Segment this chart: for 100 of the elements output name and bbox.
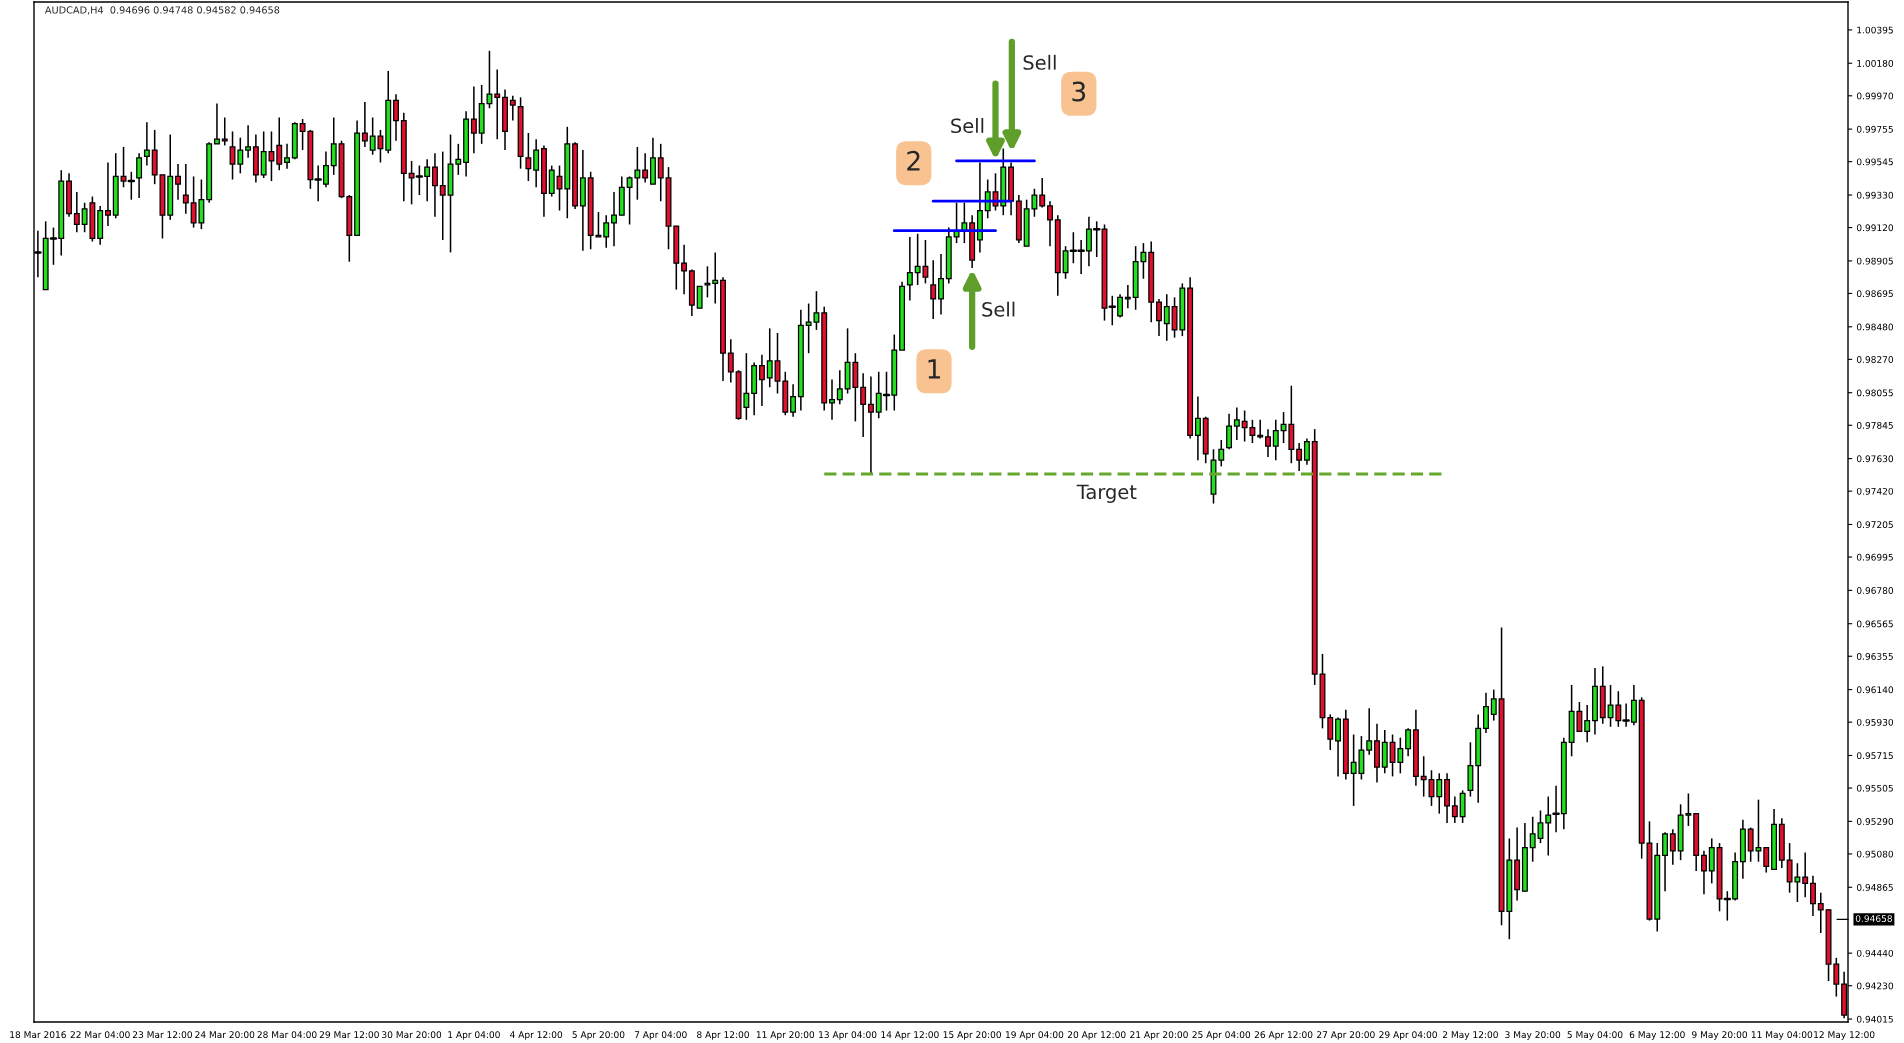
y-tick-label: 0.95080	[1856, 850, 1894, 858]
candlestick	[284, 143, 290, 170]
x-tick-label: 23 Mar 12:00	[132, 1031, 192, 1039]
x-tick-label: 20 Apr 12:00	[1067, 1031, 1126, 1040]
x-tick-label: 24 Mar 20:00	[195, 1031, 255, 1039]
candlestick	[136, 152, 143, 199]
annotation: Sell	[982, 301, 1015, 317]
candlestick	[1233, 406, 1240, 441]
candlestick	[1335, 716, 1342, 778]
x-tick-label: 22 Mar 04:00	[70, 1031, 130, 1039]
x-tick-label: 3 May 20:00	[1505, 1031, 1561, 1040]
candlestick	[860, 372, 867, 438]
x-tick-label: 4 Apr 12:00	[510, 1031, 563, 1040]
candlestick	[509, 95, 516, 122]
candlestick	[1451, 795, 1458, 824]
y-tick-label: 0.98480	[1856, 323, 1894, 331]
annotation: 3	[1072, 81, 1086, 102]
x-tick-label: 6 May 12:00	[1629, 1031, 1685, 1040]
annotation: 2	[907, 150, 920, 171]
candlestick	[1156, 298, 1162, 337]
y-tick-label: 0.95930	[1856, 718, 1894, 726]
ref-line-label: 0.94658	[1855, 915, 1892, 922]
candlestick	[1545, 795, 1552, 857]
x-tick-label: 8 Apr 12:00	[697, 1031, 749, 1040]
candlestick	[642, 152, 649, 184]
candlestick	[143, 121, 150, 167]
annotation: Sell	[1023, 54, 1056, 70]
x-tick-label: 15 Apr 20:00	[943, 1031, 1001, 1040]
candlestick	[1436, 772, 1443, 815]
candlestick	[1327, 713, 1334, 751]
candlestick	[681, 243, 688, 296]
candlestick	[1662, 831, 1669, 892]
y-tick-label: 0.94015	[1856, 1015, 1893, 1023]
candlestick	[1272, 419, 1279, 461]
candlestick	[361, 101, 368, 148]
y-tick-label: 0.98270	[1856, 356, 1894, 363]
candlestick	[330, 116, 337, 176]
candlestick	[758, 353, 765, 407]
x-tick-label: 12 May 12:00	[1814, 1031, 1875, 1040]
candlestick	[1405, 727, 1412, 758]
candlestick	[790, 383, 797, 418]
y-tick-label: 0.96565	[1856, 620, 1893, 628]
candlestick	[470, 85, 477, 154]
y-tick-label: 0.97630	[1856, 455, 1894, 463]
y-tick-label: 0.94230	[1856, 982, 1894, 990]
candlestick	[1296, 442, 1303, 472]
candlestick	[1763, 846, 1770, 874]
candlestick	[1817, 891, 1824, 934]
candlestick	[1802, 851, 1809, 899]
x-tick-label: 26 Apr 12:00	[1254, 1031, 1313, 1040]
y-tick-label: 0.97845	[1856, 421, 1893, 429]
y-tick-label: 0.95505	[1856, 784, 1893, 792]
candlestick	[1459, 789, 1466, 824]
x-tick-label: 5 May 04:00	[1567, 1031, 1623, 1040]
x-tick-label: 2 May 12:00	[1442, 1031, 1498, 1040]
annotation: Target	[1076, 484, 1137, 503]
candlestick	[1701, 850, 1707, 896]
y-tick-label: 0.94865	[1856, 884, 1893, 891]
y-tick-label: 1.00395	[1857, 26, 1893, 34]
candlestick	[727, 338, 734, 384]
candlestick	[829, 378, 835, 421]
y-tick-label: 0.97205	[1856, 521, 1893, 529]
candlestick	[1039, 177, 1046, 209]
y-tick-label: 0.99545	[1856, 158, 1893, 166]
x-tick-label: 5 Apr 20:00	[572, 1031, 625, 1040]
candlestick	[1366, 707, 1373, 756]
candlestick	[548, 164, 555, 198]
candlestick	[1194, 395, 1201, 461]
x-tick-label: 11 May 04:00	[1751, 1031, 1813, 1040]
candlestick	[1483, 691, 1489, 734]
chart-title: AUDCAD,H4 0.94696 0.94748 0.94582 0.94658	[44, 6, 280, 15]
candlestick	[431, 152, 438, 218]
candlestick	[712, 251, 719, 305]
y-tick-label: 0.99755	[1856, 125, 1893, 133]
candlestick	[657, 143, 664, 202]
y-tick-label: 0.97420	[1856, 487, 1894, 495]
candlestick	[1810, 874, 1816, 917]
y-tick-label: 0.96140	[1856, 686, 1894, 694]
annotation: Sell	[951, 118, 984, 134]
candlestick	[175, 163, 181, 201]
y-tick-label: 0.98055	[1856, 389, 1893, 397]
x-tick-label: 29 Mar 12:00	[319, 1031, 379, 1039]
x-tick-label: 9 May 20:00	[1692, 1031, 1748, 1040]
candlestick	[533, 138, 540, 189]
candlestick	[73, 191, 80, 233]
y-tick-label: 0.94440	[1856, 949, 1894, 957]
candlestick	[1163, 293, 1170, 342]
y-tick-label: 0.96995	[1856, 553, 1893, 561]
x-tick-label: 11 Apr 20:00	[756, 1031, 815, 1040]
x-tick-label: 1 Apr 04:00	[448, 1031, 500, 1040]
candlestick	[1265, 428, 1271, 458]
candlestick	[836, 369, 843, 406]
y-tick-label: 0.99330	[1856, 191, 1894, 199]
x-tick-label: 7 Apr 04:00	[634, 1031, 687, 1040]
candlestick	[276, 116, 283, 171]
y-tick-label: 0.99120	[1856, 224, 1894, 232]
candlestick	[245, 124, 252, 159]
x-tick-label: 18 Mar 2016	[10, 1031, 66, 1039]
y-tick-label: 1.00180	[1857, 59, 1894, 67]
candlestick	[938, 253, 944, 316]
